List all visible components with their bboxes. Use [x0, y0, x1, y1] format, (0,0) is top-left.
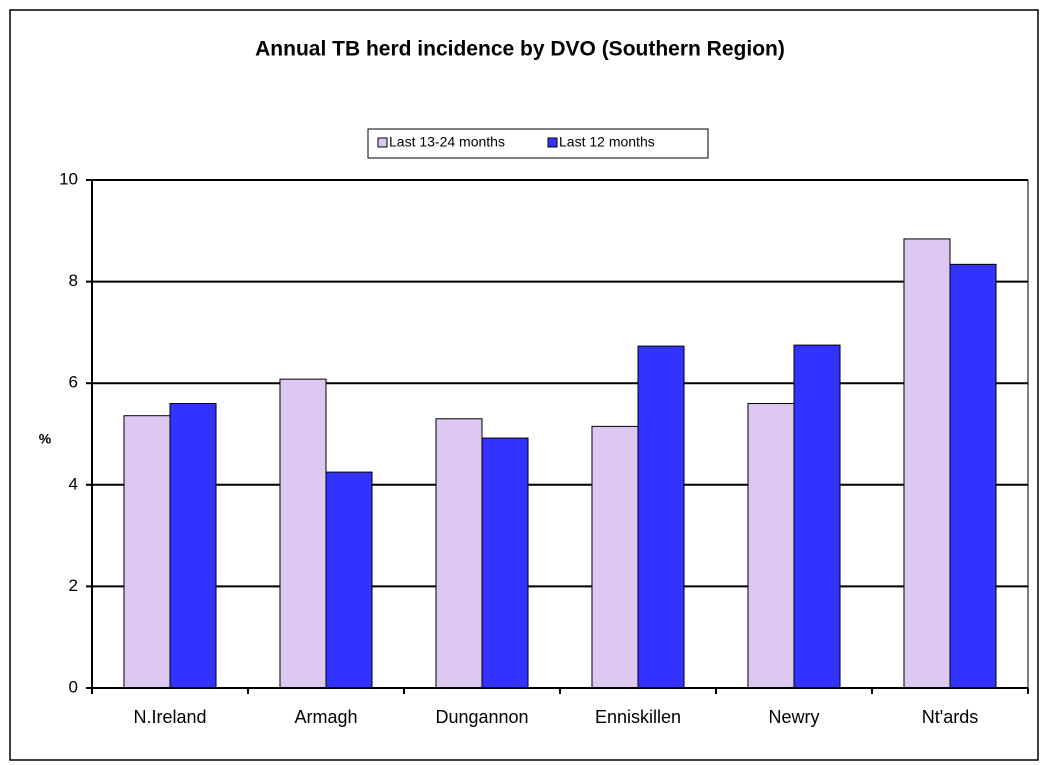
bar: [949, 263, 997, 689]
legend-label: Last 12 months: [559, 134, 655, 150]
y-tick-label: 4: [69, 474, 78, 493]
y-tick-label: 2: [69, 576, 78, 595]
chart-title: Annual TB herd incidence by DVO (Souther…: [255, 38, 785, 61]
x-tick-label: Armagh: [294, 707, 357, 727]
legend-swatch: [547, 137, 558, 148]
x-tick-label: Enniskillen: [595, 707, 681, 727]
legend-swatch: [377, 137, 388, 148]
x-tick-label: Newry: [768, 707, 819, 727]
bar: [591, 425, 639, 689]
y-axis-label: %: [39, 431, 52, 447]
bar: [279, 378, 327, 689]
bar: [435, 418, 483, 689]
bar: [169, 403, 217, 689]
bar: [123, 415, 171, 689]
bar: [481, 437, 529, 689]
x-tick-label: Dungannon: [435, 707, 528, 727]
y-tick-label: 6: [69, 373, 78, 392]
bar: [793, 344, 841, 689]
legend-label: Last 13-24 months: [389, 134, 505, 150]
y-tick-label: 10: [59, 169, 78, 188]
x-tick-label: N.Ireland: [133, 707, 206, 727]
bar: [903, 238, 951, 689]
bar: [747, 403, 795, 689]
legend-box: [367, 128, 709, 159]
y-tick-label: 8: [69, 271, 78, 290]
bar: [637, 345, 685, 689]
y-tick-label: 0: [69, 677, 78, 696]
bar: [325, 471, 373, 689]
legend: Last 13-24 months Last 12 months: [367, 128, 709, 159]
x-tick-label: Nt'ards: [922, 707, 978, 727]
